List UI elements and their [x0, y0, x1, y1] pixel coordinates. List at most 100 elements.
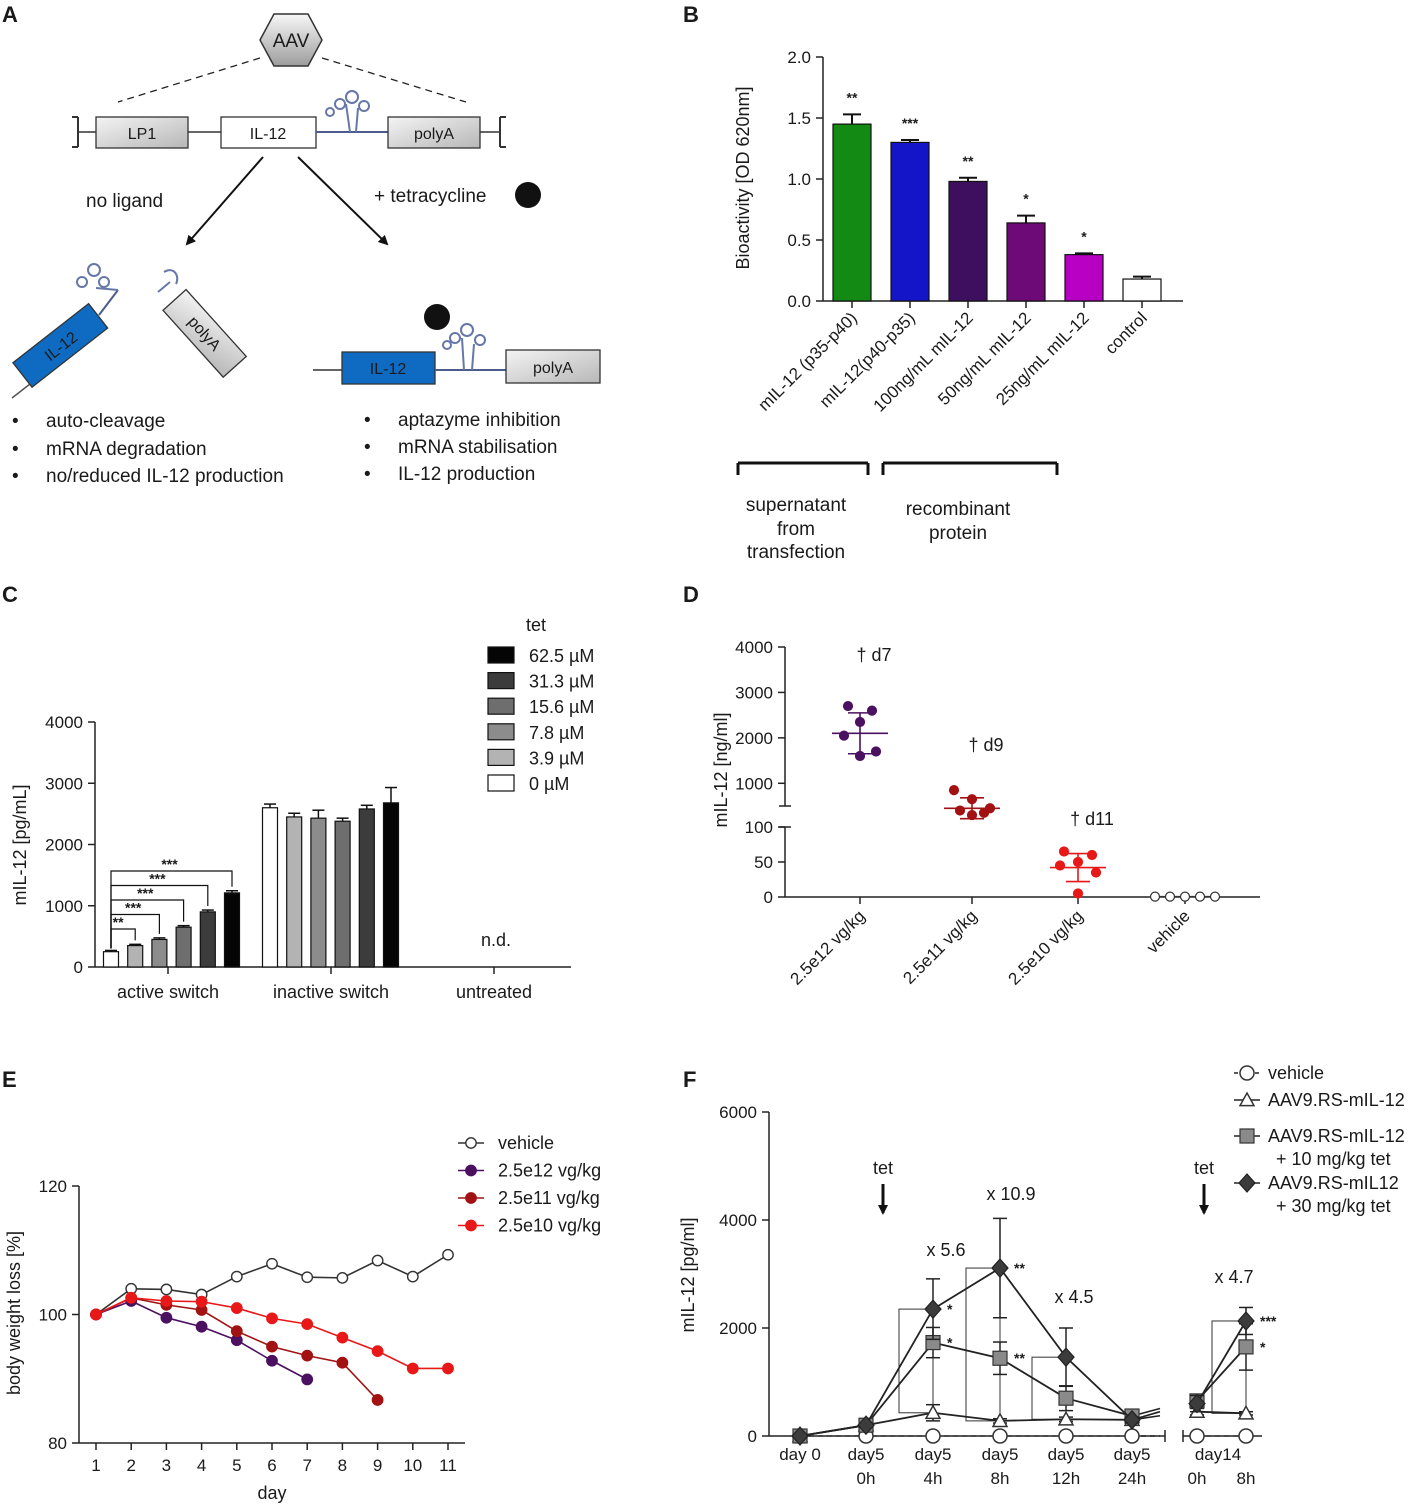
y-tick-label: 6000	[719, 1103, 757, 1122]
data-point	[442, 1362, 454, 1375]
chart-c-bars: **************	[102, 786, 400, 968]
stable-polya-label: polyA	[533, 360, 573, 377]
group-bracket-transfection	[736, 461, 870, 475]
x-tick-label: 8	[338, 1456, 347, 1475]
tetracycline-dot-icon	[515, 182, 541, 208]
data-point	[978, 807, 990, 818]
bar	[175, 926, 192, 968]
significance-label: *	[1081, 228, 1087, 244]
significance-label: *	[1260, 1339, 1266, 1355]
chart-c-legend: 62.5 µM 31.3 µM 15.6 µM 7.8 µM 3.9 µM 0 µM	[487, 646, 594, 794]
significance-label: **	[1014, 1260, 1025, 1276]
data-point	[991, 1258, 1009, 1278]
arrow-no-ligand	[185, 156, 264, 246]
data-point	[1188, 1393, 1206, 1414]
x-tick-label: day14	[1195, 1445, 1241, 1464]
panel-b: B Bioactivity [OD 620nm] 0.0 0.5 1.0 1.5 2.0…	[683, 2, 1183, 563]
cleaved-il12-box: IL-12	[12, 302, 109, 389]
y-tick-label: 1000	[45, 897, 83, 916]
x-tick-label: 100ng/mL mIL-12	[870, 308, 977, 415]
chart-d-points: † d7 † d9 † d11	[832, 645, 1221, 902]
cleaved-fragment-icon	[157, 269, 179, 293]
legend-label: 0 µM	[529, 774, 569, 794]
chart-c-ylabel: mIL-12 [pg/mL]	[10, 784, 30, 905]
y-tick-label: 2.0	[787, 48, 811, 67]
chart-e-series	[90, 1248, 454, 1406]
legend-marker	[1239, 1128, 1255, 1144]
panel-e-label: E	[2, 1067, 17, 1092]
legend-label: 2.5e10 vg/kg	[498, 1216, 601, 1236]
chart-b-ylabel: Bioactivity [OD 620nm]	[733, 86, 753, 269]
data-point	[966, 809, 978, 821]
bar	[286, 816, 303, 968]
chart-c-nd-note: n.d.	[481, 930, 511, 950]
data-point	[1123, 1409, 1141, 1430]
data-point	[992, 1428, 1008, 1444]
significance-label: **	[963, 153, 974, 169]
data-point	[90, 1308, 102, 1321]
significance-label: ***	[902, 115, 919, 131]
svg-text:•: •	[12, 466, 19, 487]
data-point	[301, 1271, 314, 1284]
group-bracket-recombinant	[881, 461, 1059, 475]
right-bullet-list: • aptazyme inhibition • mRNA stabilisation…	[364, 410, 561, 485]
right-bullet-2: mRNA stabilisation	[398, 437, 557, 458]
series-line	[799, 1411, 1133, 1437]
y-tick-label: 0	[764, 888, 773, 907]
legend-label: 62.5 µM	[529, 646, 594, 666]
y-tick-label: 2000	[45, 836, 83, 855]
bound-tetracycline-icon	[424, 304, 450, 330]
group-label-1-line-2: from	[777, 519, 815, 540]
x-tick-label-sub: 12h	[1052, 1469, 1080, 1488]
x-tick-label: 2.5e11 vg/kg	[899, 906, 980, 987]
legend-swatch	[487, 697, 515, 715]
x-tick-label: active switch	[117, 982, 219, 1002]
fold-change-label: x 4.7	[1214, 1267, 1253, 1287]
polya-box	[387, 116, 481, 149]
bar	[127, 944, 144, 968]
left-bullet-3: no/reduced IL-12 production	[46, 466, 284, 487]
data-point	[230, 1270, 243, 1283]
significance-label: ***	[161, 856, 178, 872]
right-bullet-3: IL-12 production	[398, 464, 535, 485]
data-point	[1072, 856, 1084, 868]
bar	[102, 951, 120, 968]
data-point	[230, 1325, 243, 1338]
fold-change-box	[898, 1308, 934, 1414]
data-point	[160, 1311, 173, 1324]
lp1-box	[95, 116, 189, 149]
x-tick-label: vehicle	[1143, 906, 1194, 957]
x-tick-label-sub: 0h	[1188, 1469, 1207, 1488]
y-tick-label: 2000	[735, 729, 773, 748]
data-point	[1238, 1339, 1254, 1355]
data-point	[991, 1412, 1009, 1428]
y-tick-label: 4000	[45, 713, 83, 732]
data-point	[1058, 846, 1070, 857]
data-point	[1086, 849, 1098, 861]
y-tick-label: 80	[48, 1434, 67, 1453]
aav-hexagon	[259, 13, 323, 67]
y-tick-label: 4000	[719, 1211, 757, 1230]
bar	[151, 938, 168, 968]
data-point	[866, 705, 878, 716]
bar	[310, 817, 327, 968]
x-tick-label: 3	[162, 1456, 171, 1475]
chart-d-ylabel: mIL-12 [ng/ml]	[711, 712, 731, 827]
data-point	[1058, 1428, 1074, 1444]
data-point	[125, 1291, 138, 1304]
x-tick-label: 2.5e12 vg/kg	[787, 906, 869, 988]
panel-c-label: C	[2, 582, 18, 607]
bar	[358, 808, 375, 968]
y-tick-label: 1.5	[787, 109, 811, 128]
group-label-1-line-1: supernatant	[746, 495, 847, 516]
data-point	[442, 1248, 454, 1261]
chart-c-legend-title: tet	[526, 615, 546, 635]
legend-label: + 10 mg/kg tet	[1276, 1149, 1391, 1169]
data-point	[371, 1394, 384, 1406]
significance-label: ***	[149, 871, 166, 887]
x-tick-label-sub: 4h	[924, 1469, 943, 1488]
significance-label: *	[947, 1335, 953, 1351]
y-tick-label: 2000	[719, 1319, 757, 1338]
data-point	[230, 1302, 243, 1314]
chart-c-axes: 0 1000 2000 3000 4000 active switch inactive s…	[45, 713, 571, 1002]
